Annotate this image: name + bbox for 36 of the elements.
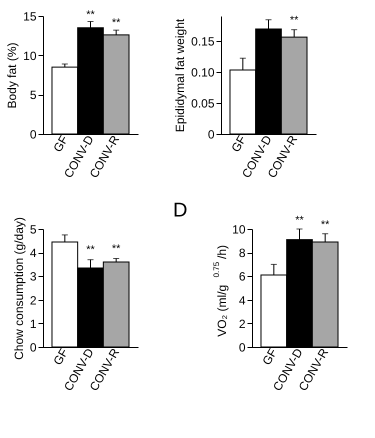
y-tick-label: 0.10 (191, 65, 215, 80)
y-tick-label: 0 (238, 340, 246, 354)
x-tick-label: GF (228, 133, 249, 154)
y-tick-label: 2 (238, 316, 246, 331)
y-axis-title: Body fat (%) (5, 42, 20, 109)
y-axis-title: Chow consumption (g/day) (12, 217, 26, 360)
x-tick-label: GF (50, 133, 71, 154)
y-tick-label: 2 (30, 293, 37, 308)
y-tick-label: 1 (30, 316, 37, 331)
y-tick-label: 5 (30, 222, 37, 236)
y-tick-label: 5 (30, 88, 37, 102)
annotation: ** (86, 244, 96, 256)
annotation: ** (320, 219, 330, 232)
y-axis-title: Epididymal fat weight (173, 18, 188, 132)
chart-title: D (173, 199, 188, 222)
y-tick-label: 10 (23, 48, 37, 63)
y-tick-label: 15 (23, 10, 37, 24)
y-tick-label: 10 (232, 222, 246, 236)
x-tick-label: GF (259, 346, 280, 368)
y-tick-label: 4 (238, 293, 246, 308)
y-tick-label: 0.15 (191, 34, 215, 48)
y-tick-label: 0 (208, 128, 215, 142)
y-tick-label: 0.05 (191, 96, 215, 110)
y-tick-label: 6 (238, 270, 246, 284)
y-axis-title: VO₂ (ml/g0.75/h) (212, 244, 229, 337)
annotation: ** (112, 242, 122, 255)
annotation: ** (112, 16, 122, 29)
annotation: ** (290, 14, 300, 26)
annotation: ** (295, 214, 304, 226)
y-tick-label: 4 (30, 246, 37, 260)
y-tick-label: 0 (30, 128, 37, 142)
y-tick-label: 8 (238, 246, 246, 260)
y-tick-label: 3 (30, 270, 37, 284)
annotation: ** (86, 8, 96, 21)
x-tick-label: GF (50, 346, 71, 368)
y-tick-label: 0 (30, 340, 37, 354)
